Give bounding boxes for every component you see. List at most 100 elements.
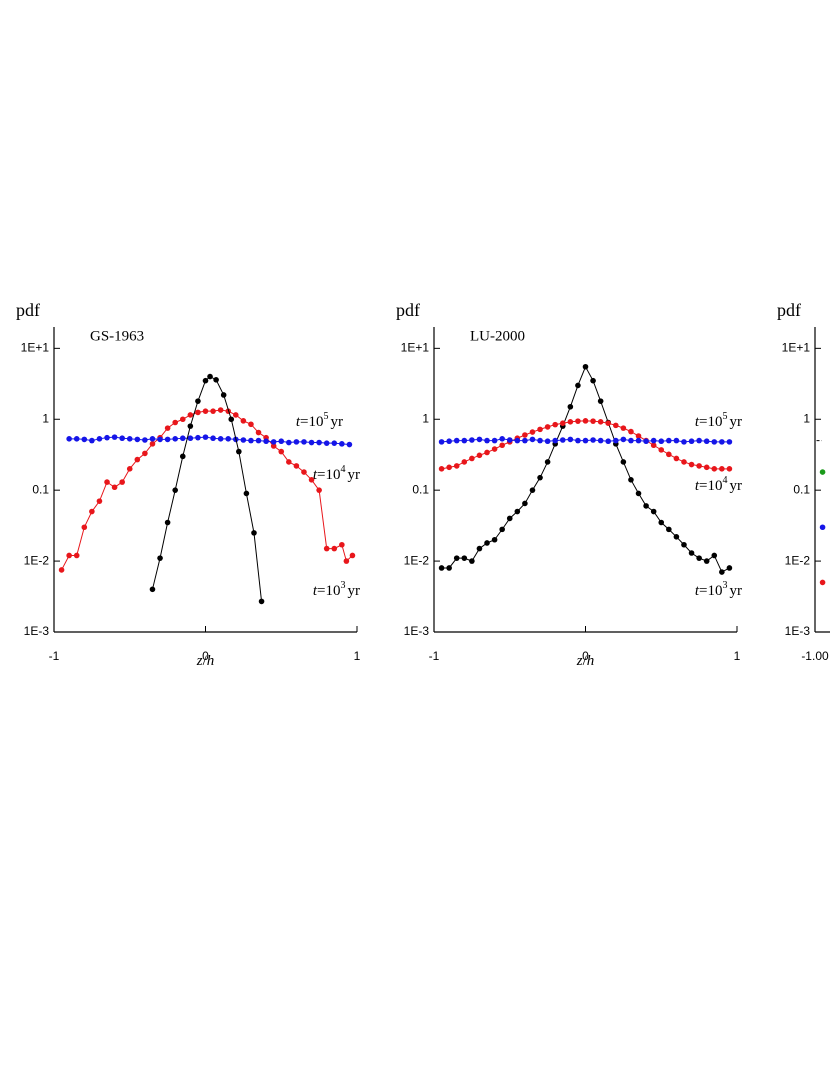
data-point: [349, 552, 356, 559]
data-point: [484, 449, 490, 456]
data-point: [819, 579, 826, 586]
annotation-base: =10: [317, 583, 340, 599]
data-point: [522, 432, 528, 438]
annotation-exp: 3: [341, 580, 346, 591]
data-point: [514, 437, 521, 444]
data-point: [469, 455, 475, 462]
data-point: [172, 419, 178, 426]
data-point: [308, 477, 315, 483]
data-point: [597, 398, 604, 404]
data-point: [331, 440, 338, 446]
data-point: [66, 552, 72, 559]
data-point: [605, 438, 612, 445]
data-point: [582, 363, 589, 370]
y-axis-label: pdf: [16, 300, 40, 320]
data-point: [673, 534, 680, 540]
data-point: [210, 435, 216, 442]
data-point: [711, 439, 718, 445]
data-point: [461, 459, 468, 465]
y-tick-label: 1: [803, 411, 810, 425]
data-point: [323, 440, 330, 446]
data-point: [491, 437, 498, 444]
y-tick-label: 1E-3: [785, 624, 811, 638]
data-point: [522, 437, 528, 444]
data-point: [301, 439, 307, 445]
y-tick-label: 1E+1: [21, 341, 50, 355]
data-point: [499, 442, 505, 449]
x-tick-label: 1: [734, 649, 741, 663]
data-point: [552, 437, 558, 444]
data-point: [157, 436, 163, 443]
annotation-base: =10: [317, 467, 340, 483]
data-point: [293, 439, 300, 445]
y-tick-label: 1: [42, 411, 49, 425]
data-point: [673, 455, 680, 462]
y-axis-label: pdf: [396, 300, 420, 320]
data-point: [187, 435, 194, 442]
chart-title: GS-1963: [90, 328, 144, 344]
data-point: [522, 500, 528, 507]
data-point: [248, 437, 254, 444]
data-point: [643, 503, 649, 509]
data-point: [620, 425, 627, 431]
data-point: [537, 474, 543, 481]
data-point: [202, 377, 209, 384]
data-point: [635, 433, 642, 439]
data-point: [236, 448, 242, 455]
data-point: [696, 555, 702, 561]
data-point: [240, 437, 247, 443]
data-point: [164, 436, 171, 443]
data-point: [582, 418, 589, 424]
data-point: [666, 451, 672, 458]
data-point: [104, 479, 110, 485]
data-point: [575, 437, 581, 444]
data-point: [726, 439, 733, 445]
data-point: [499, 526, 505, 533]
data-point: [202, 434, 209, 440]
data-point: [726, 565, 733, 571]
data-point: [243, 490, 250, 497]
data-point: [469, 558, 475, 564]
data-point: [96, 498, 103, 504]
annotation-exp: 4: [723, 475, 728, 486]
data-point: [559, 437, 566, 443]
data-point: [666, 437, 672, 444]
data-point: [567, 436, 574, 443]
y-tick-label: 1E-2: [404, 553, 430, 567]
annotation-exp: 5: [324, 411, 329, 422]
data-point: [255, 437, 262, 444]
data-point: [650, 442, 657, 449]
data-point: [81, 524, 88, 531]
data-point: [582, 437, 589, 444]
annotation-t: t: [313, 467, 318, 483]
data-point: [270, 439, 277, 445]
annotation-t: t: [313, 583, 318, 599]
series-line: [441, 365, 730, 573]
data-point: [323, 545, 330, 552]
data-point: [438, 439, 445, 445]
x-label-slash: /: [203, 653, 208, 669]
annotation-t: t: [695, 583, 700, 599]
annotation-t: t: [296, 414, 301, 430]
data-point: [476, 452, 483, 459]
data-point: [696, 463, 702, 469]
data-point: [575, 418, 581, 424]
data-point: [195, 409, 201, 416]
data-point: [179, 435, 186, 442]
annotation: t=104 yr: [695, 475, 742, 494]
data-point: [134, 436, 141, 443]
annotation-unit: yr: [348, 467, 361, 483]
data-point: [491, 446, 498, 452]
y-axis-label: pdf: [777, 300, 801, 320]
chart-title: LU-2000: [470, 328, 525, 344]
data-point: [559, 420, 566, 426]
x-tick-label: 0: [202, 649, 209, 663]
annotation-base: =10: [300, 414, 323, 430]
data-point: [719, 466, 725, 472]
data-point: [126, 466, 133, 472]
annotation: t=104 yr: [313, 464, 360, 483]
data-point: [228, 416, 235, 423]
